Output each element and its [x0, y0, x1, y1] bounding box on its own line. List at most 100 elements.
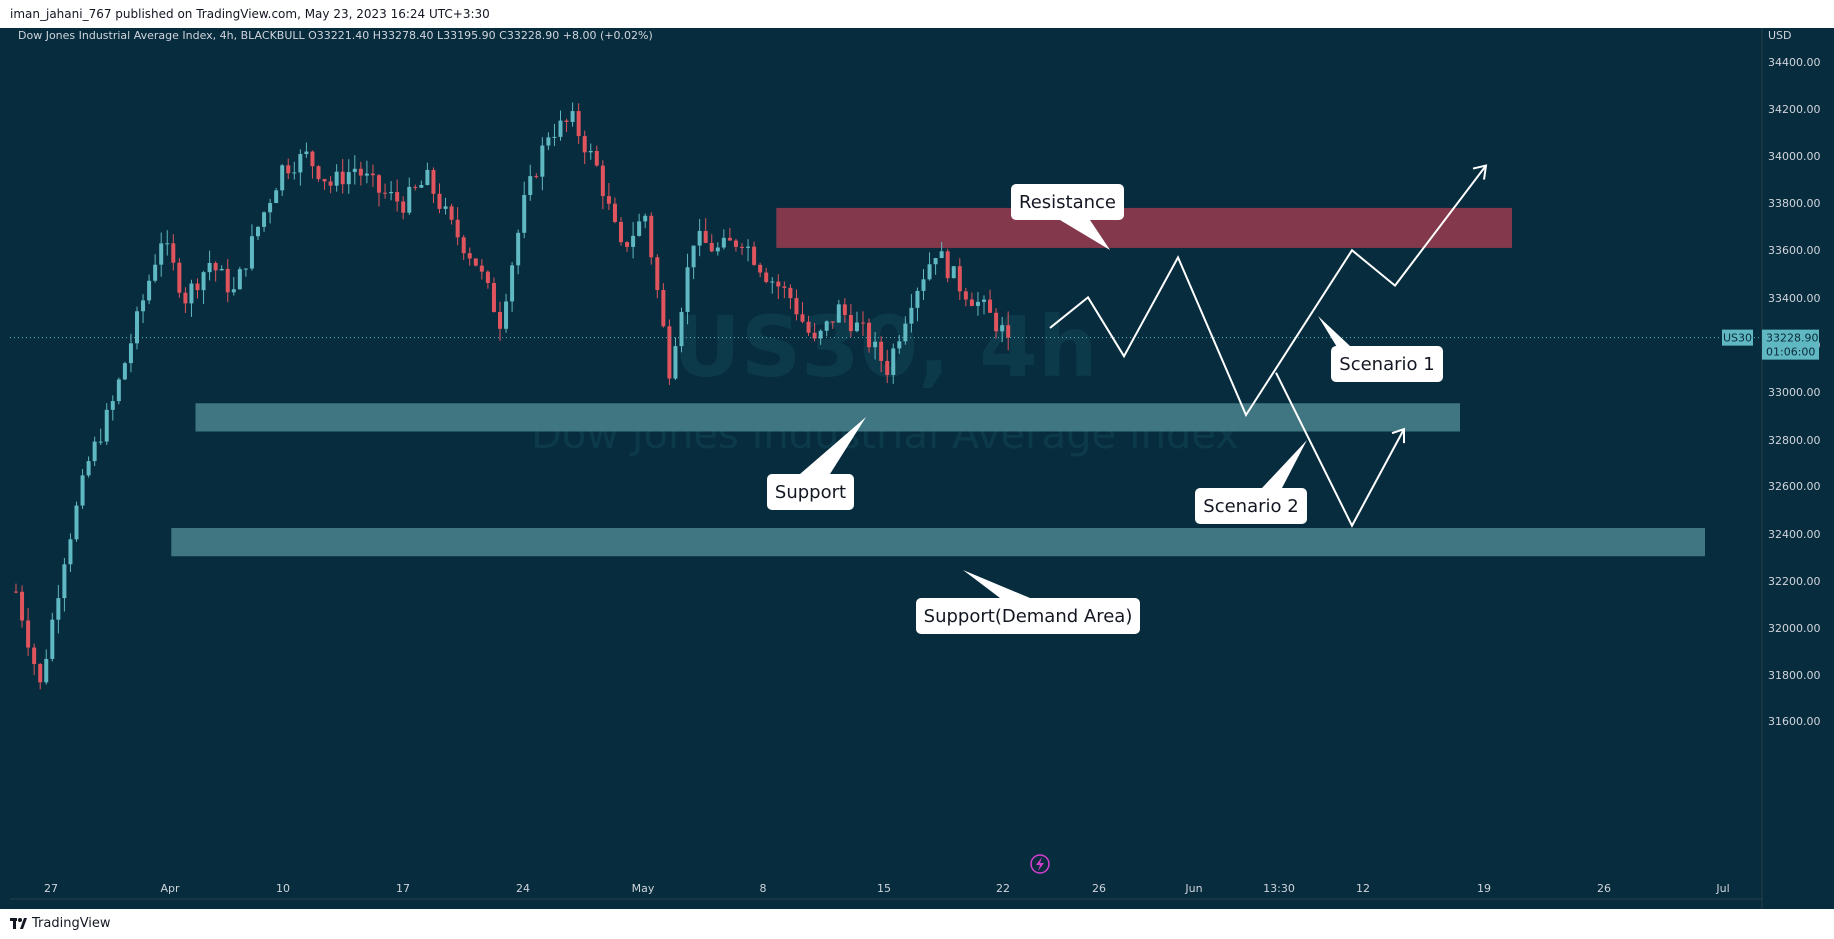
- candle-body: [32, 647, 37, 665]
- chart-area[interactable]: US30, 4h Dow Jones Industrial Average Ind…: [0, 28, 1834, 909]
- candle-body: [836, 304, 841, 323]
- time-tick-label: Jul: [1715, 882, 1729, 895]
- candle: [141, 294, 146, 324]
- candle-body: [679, 311, 684, 347]
- candle: [485, 270, 490, 289]
- callout-label: Scenario 1: [1339, 354, 1434, 375]
- candle-body: [485, 271, 490, 283]
- candle: [842, 298, 847, 323]
- candle-body: [818, 330, 823, 339]
- candle: [528, 164, 533, 201]
- candle-body: [861, 322, 865, 324]
- candle: [957, 258, 962, 301]
- callout-label: Scenario 2: [1203, 496, 1298, 517]
- candle-body: [389, 192, 394, 194]
- callout-label: Support: [775, 482, 846, 503]
- time-tick-label: 15: [877, 882, 891, 895]
- candle: [243, 268, 248, 277]
- candle: [50, 612, 55, 662]
- candle: [534, 173, 539, 179]
- candle-body: [510, 265, 515, 302]
- candle: [364, 160, 369, 184]
- candle-body: [770, 281, 775, 283]
- candle: [407, 177, 412, 215]
- time-axis[interactable]: 27 Apr 10 17 24 May 8 15 22 26 Jun 13:30 12 19 26 Jul: [44, 854, 1730, 895]
- candle: [286, 158, 291, 180]
- candle: [98, 428, 103, 445]
- scenario-2-arrowhead: [1391, 427, 1405, 444]
- candle: [963, 287, 968, 307]
- candle-body: [352, 168, 357, 173]
- candle-body: [957, 266, 962, 292]
- chart-zones: [171, 207, 1705, 557]
- candle: [788, 284, 793, 310]
- price-tick-label: 33600.00: [1768, 244, 1821, 257]
- candle: [395, 179, 400, 212]
- candle-body: [727, 237, 732, 241]
- candle-body: [395, 192, 400, 202]
- candle-body: [806, 321, 811, 333]
- candle-body: [879, 341, 884, 361]
- candle-body: [128, 343, 133, 364]
- candle: [159, 232, 164, 277]
- price-tick-label: 34200.00: [1768, 103, 1821, 116]
- candle: [249, 224, 254, 271]
- candle-body: [752, 246, 757, 265]
- time-tick-label: 12: [1356, 882, 1370, 895]
- candle: [655, 254, 660, 299]
- candle-body: [891, 348, 896, 375]
- candle: [606, 183, 611, 211]
- resistance-zone: [776, 207, 1512, 248]
- candle-body: [92, 441, 97, 462]
- candle-body: [183, 292, 188, 304]
- candle: [703, 218, 708, 244]
- price-axis[interactable]: USD 34400.00 34200.00 34000.00 33800.00 33600…: [10, 28, 1834, 909]
- candle-body: [830, 321, 835, 323]
- candle-body: [649, 215, 654, 258]
- candle: [370, 164, 375, 187]
- candle: [903, 316, 908, 345]
- resistance-callout: Resistance: [1011, 184, 1124, 250]
- candle-body: [44, 658, 49, 683]
- candle: [231, 276, 236, 296]
- time-tick-label: 24: [516, 882, 530, 895]
- candle: [280, 164, 285, 197]
- candle: [431, 167, 436, 204]
- candle-body: [340, 171, 345, 185]
- candle: [679, 307, 684, 353]
- candle-body: [951, 266, 956, 279]
- candle-body: [195, 283, 200, 291]
- candle-body: [933, 258, 938, 265]
- watermark-symbol: US30, 4h: [672, 298, 1097, 396]
- footer-bar: TradingView: [0, 909, 1834, 939]
- candle-body: [643, 215, 648, 222]
- candle-body: [945, 251, 950, 279]
- candle: [921, 269, 926, 300]
- candle: [128, 333, 133, 373]
- candle: [594, 145, 599, 167]
- candle-body: [782, 286, 787, 288]
- candle-body: [661, 290, 666, 327]
- candle: [969, 292, 974, 307]
- candle-body: [280, 165, 285, 191]
- candle: [44, 649, 49, 685]
- publish-line: iman_jahani_767 published on TradingView…: [10, 7, 490, 21]
- candle-body: [582, 136, 587, 153]
- candle-body: [207, 262, 212, 273]
- callout-box: [1331, 346, 1443, 382]
- candle-body: [854, 322, 859, 332]
- candle: [510, 262, 515, 312]
- candle-body: [975, 301, 980, 306]
- candle-body: [225, 268, 230, 293]
- candle: [951, 266, 956, 279]
- candle: [600, 160, 605, 210]
- candle: [576, 103, 581, 145]
- candle: [667, 319, 672, 386]
- candle-body: [141, 300, 146, 312]
- candle: [764, 267, 769, 284]
- candle-body: [673, 346, 678, 379]
- candle: [982, 295, 986, 315]
- candle: [697, 218, 702, 257]
- candle-body: [667, 326, 672, 379]
- candle: [994, 308, 999, 339]
